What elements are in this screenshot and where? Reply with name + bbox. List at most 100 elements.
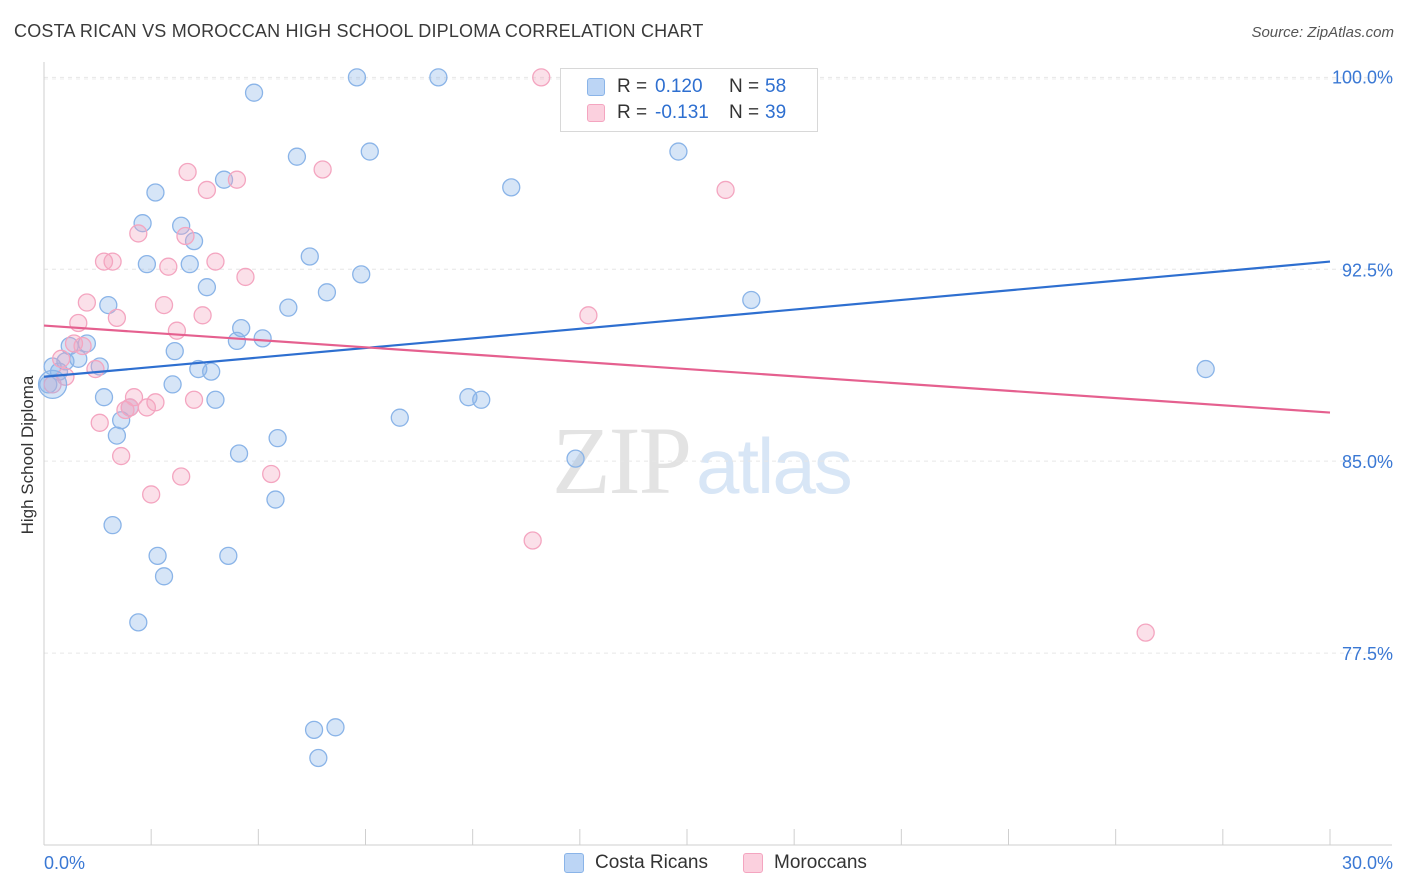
legend-swatch-pink	[587, 104, 605, 122]
legend-n-label: N =	[729, 102, 760, 123]
costa-rican-point	[229, 444, 249, 463]
legend-n-label: N =	[729, 76, 760, 97]
costa-rican-point	[165, 341, 184, 361]
costa-rican-point	[154, 567, 174, 586]
costa-rican-point	[566, 449, 585, 468]
moroccan-point	[227, 170, 247, 189]
moroccan-point	[86, 359, 105, 379]
costa-rican-point	[268, 428, 287, 448]
legend-n-value: 58	[765, 76, 787, 97]
y-tick-label: 85.0%	[1342, 452, 1393, 472]
costa-rican-point	[94, 388, 114, 407]
costa-rican-point	[107, 426, 127, 445]
x-tick-label: 0.0%	[44, 853, 85, 873]
y-tick-label: 100.0%	[1332, 67, 1393, 87]
costa-rican-trend-line	[43, 260, 1331, 378]
costa-rican-point	[244, 83, 264, 102]
moroccan-point	[172, 467, 191, 486]
legend-r-label: R =	[617, 102, 648, 123]
costa-rican-point	[214, 170, 234, 189]
costa-rican-point	[202, 362, 221, 381]
axes	[43, 62, 1392, 846]
costa-rican-point	[742, 290, 761, 310]
moroccan-point	[197, 180, 217, 200]
costa-rican-point	[133, 214, 152, 233]
y-tick-label: 77.5%	[1342, 644, 1393, 664]
costa-rican-point	[279, 298, 298, 317]
legend-item-costa-ricans[interactable]: Costa Ricans	[564, 852, 708, 874]
moroccan-point	[154, 295, 174, 315]
moroccan-point	[236, 267, 255, 287]
moroccan-point	[262, 464, 281, 484]
costa-rican-point	[99, 295, 118, 315]
moroccan-point	[579, 306, 598, 325]
data-points	[37, 68, 1215, 768]
legend-swatch-blue	[587, 78, 605, 96]
costa-rican-point	[163, 375, 182, 394]
legend-row-moroccans: R = -0.131 N = 39	[587, 101, 786, 125]
costa-rican-point	[172, 216, 191, 235]
moroccan-point	[90, 413, 109, 432]
costa-rican-point	[146, 183, 165, 202]
moroccan-point	[167, 321, 187, 340]
moroccan-point	[159, 257, 178, 276]
costa-rican-point	[300, 247, 319, 266]
legend-row-costa-ricans: R = 0.120 N = 58	[587, 75, 786, 99]
costa-rican-point	[266, 490, 285, 509]
costa-rican-point	[317, 283, 337, 302]
moroccan-point	[112, 446, 131, 466]
costa-rican-point	[137, 254, 157, 274]
costa-rican-point	[232, 318, 251, 338]
costa-rican-point	[287, 147, 307, 166]
y-tick-label: 92.5%	[1342, 260, 1393, 280]
moroccan-point	[532, 68, 551, 87]
moroccan-point	[523, 531, 542, 550]
moroccan-point	[56, 367, 75, 386]
moroccan-point	[146, 393, 165, 412]
costa-rican-point	[253, 329, 272, 348]
chart-title: COSTA RICAN VS MOROCCAN HIGH SCHOOL DIPL…	[14, 21, 704, 41]
costa-rican-point	[129, 613, 148, 632]
moroccan-point	[193, 306, 212, 325]
tick-labels: 100.0% 92.5% 85.0% 77.5% 0.0% 30.0%	[44, 67, 1393, 873]
legend-item-moroccans[interactable]: Moroccans	[743, 852, 867, 874]
moroccan-point	[176, 226, 195, 246]
legend-label-costa-ricans: Costa Ricans	[595, 852, 708, 873]
moroccan-point	[51, 349, 71, 368]
legend-label-moroccans: Moroccans	[774, 852, 867, 873]
costa-rican-point	[309, 748, 328, 768]
costa-rican-point	[360, 142, 379, 161]
costa-rican-point	[112, 411, 131, 430]
costa-rican-point	[304, 720, 324, 740]
costa-rican-point	[180, 254, 199, 274]
costa-rican-point	[669, 142, 688, 161]
moroccan-point	[77, 293, 97, 312]
moroccan-point	[107, 308, 127, 328]
moroccan-trend-line	[43, 324, 1331, 414]
costa-rican-point	[1196, 359, 1215, 379]
costa-rican-point	[352, 265, 371, 284]
legend-r-value: 0.120	[655, 76, 703, 97]
moroccan-point	[1136, 623, 1155, 642]
costa-rican-point	[148, 546, 167, 566]
moroccan-point	[206, 252, 225, 271]
costa-rican-point	[103, 515, 122, 535]
legend-swatch-blue	[564, 853, 584, 873]
moroccan-point	[178, 162, 197, 182]
costa-rican-point	[206, 390, 225, 409]
grid-lines	[44, 76, 1392, 654]
legend-r-value: -0.131	[655, 102, 709, 123]
costa-rican-point	[326, 718, 345, 737]
x-tick-label: 30.0%	[1342, 853, 1393, 873]
chart-source: Source: ZipAtlas.com	[1251, 24, 1394, 41]
legend-swatch-pink	[743, 853, 763, 873]
costa-rican-point	[472, 390, 491, 409]
costa-rican-point	[347, 68, 367, 87]
moroccan-point	[184, 390, 204, 409]
moroccan-point	[137, 398, 157, 417]
costa-rican-point	[429, 68, 448, 87]
legend-n-value: 39	[765, 102, 787, 123]
costa-rican-point	[184, 231, 204, 251]
moroccan-point	[124, 388, 144, 407]
